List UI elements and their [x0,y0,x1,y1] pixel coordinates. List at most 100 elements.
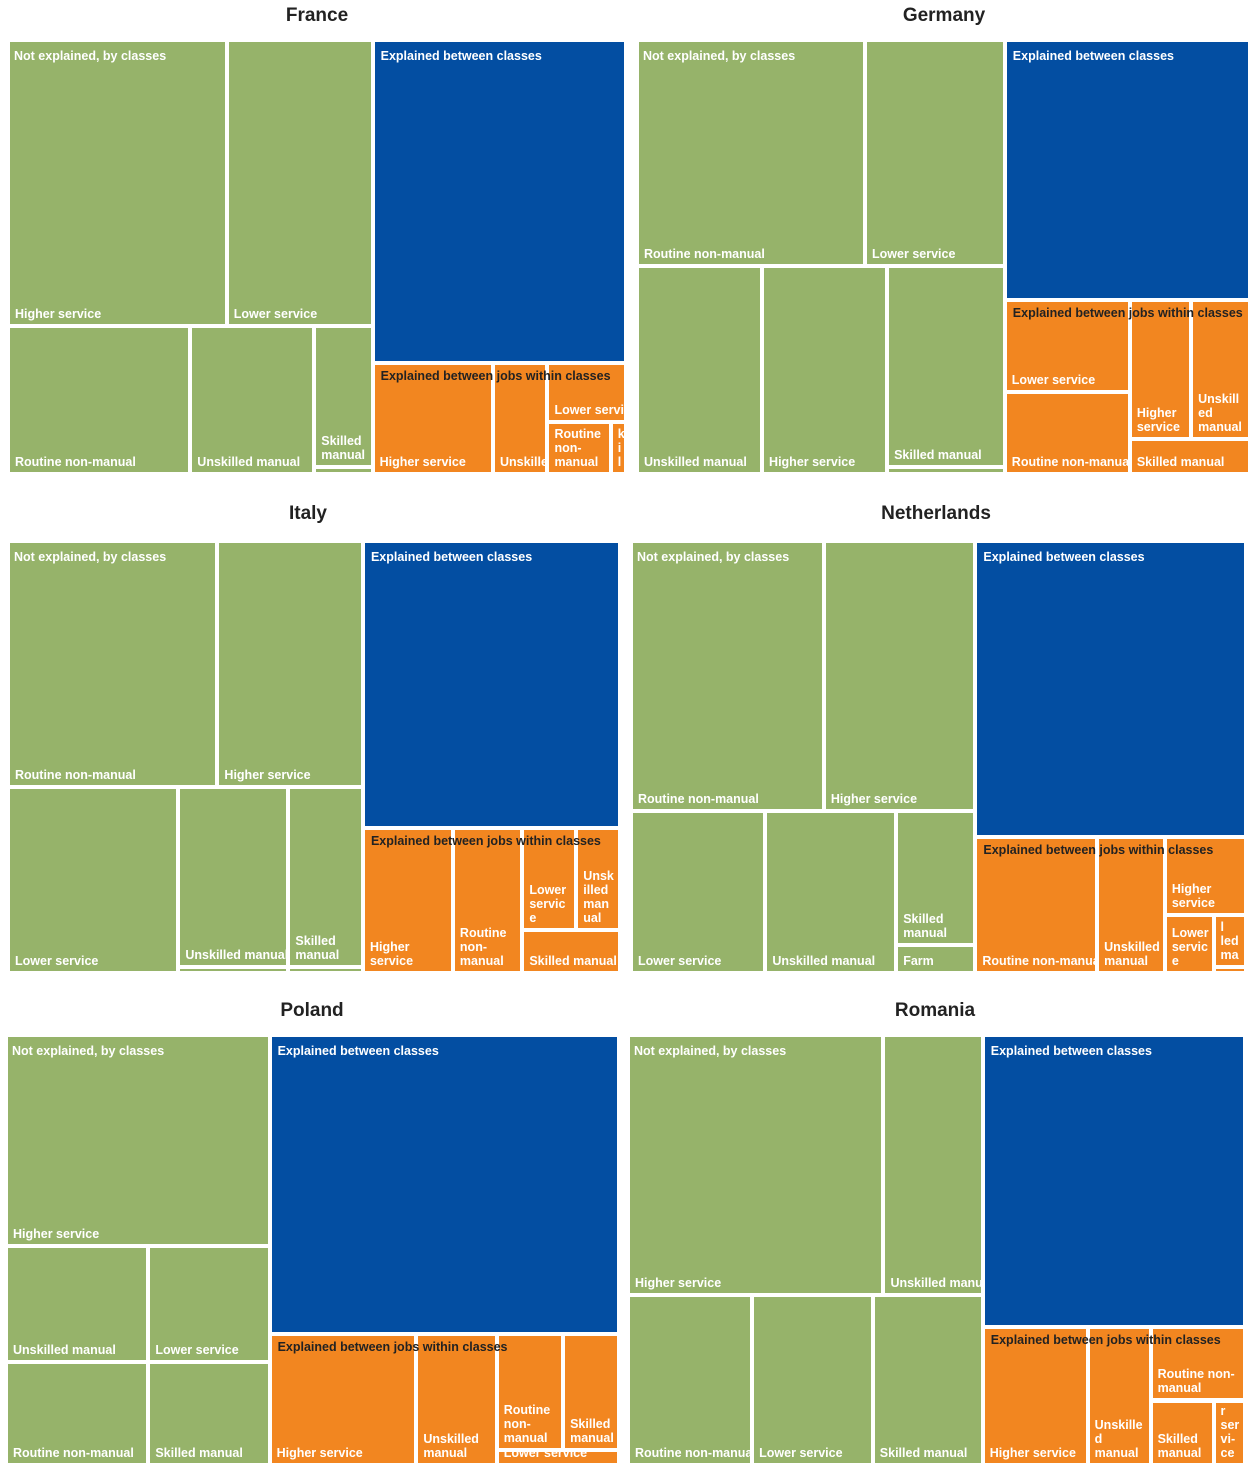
tile-label: Unskilled manual [583,868,614,925]
tile-label: Routine non-manual [1011,454,1130,469]
tile-label: Unskilled manual [772,954,876,968]
tile-label: Skilled manual [295,933,340,962]
tile-within-higher-service: Higher service [269,1333,417,1465]
tile-label: Higher service [769,454,856,469]
tile-within-blank [1213,966,1246,973]
tile-label: Routine non-manual [459,925,507,968]
tile-within-unskilled-manual: Unskilled manual [1191,300,1250,440]
tile-label: Higher service [369,939,414,968]
tile-within-routine-non-manual: Routine non-manual [496,1333,564,1450]
tile-within-unskilled-manual: Unskilled manual [416,1333,497,1465]
chart-title-france: France [285,5,349,26]
tile-not-explained-skilled-manual: Skilled manual [148,1361,270,1465]
tile-label: Lower servi-ce [1220,1402,1240,1460]
tile-label: Skilled manual [903,911,947,940]
tile-within-routine-non-manual: Routine non-manual [547,421,611,474]
tile-not-explained-lower-service: Lower service [752,1295,873,1465]
tile-label: Lower service [155,1342,239,1357]
tile-within-routine-non-manual: Routine non-manual [452,828,523,973]
tile-within-unskilled-manual: Unskilled manual [576,828,620,930]
tile-label: Routine non-manual [503,1402,551,1445]
tile-within-skilled-manual: Skilled manual [522,929,620,973]
tile-label: Higher service [13,1226,100,1241]
tile-label: Routine non-manual [15,768,136,783]
tile-label: Unskilled manual [1094,1417,1143,1460]
tile-not-explained-routine-non-manual: Routine non-manual [8,541,218,788]
tile-not-explained-lower-service: Lower service [631,811,766,973]
tile-label: Higher service [1136,406,1180,435]
tile-not-explained-skilled-manual: Skilled manual [887,265,1005,468]
tile-not-explained-higher-service: Higher service [217,541,363,788]
tile-not-explained-skilled-manual: Skilled manual [288,787,363,967]
tile-label: Unskilled manual [197,454,301,469]
tile-label: Unskilled manual [890,1276,983,1291]
tile-label: Lower service [872,246,956,261]
tile-not-explained-skilled-manual: Skilled manual [872,1295,983,1465]
tile-within-routine-non-manual: Routine non-manual [1150,1327,1245,1401]
tile-not-explained-higher-service: Higher service [762,265,888,474]
tile-not-explained-skilled-manual: Skilled manual [896,811,976,945]
tile-label: Farm [903,953,934,968]
tile-not-explained-blank [887,467,1005,474]
tile-label: Routine non-manual [635,1445,753,1460]
tile-label: Unskilled manual [1104,939,1160,968]
tile-label: Lower service [15,953,99,968]
tile-label: Higher service [15,307,102,322]
tile-not-explained-routine-non-manual: Routine non-manual [8,326,191,474]
tile-within-lower-service: Lower service [1164,914,1214,973]
tile-within-higher-service: Higher service [1129,300,1192,440]
tile-not-explained-routine-non-manual: Routine non-manual [631,541,824,811]
tile-label: Unskilled manual [185,947,289,962]
tile-label: Routine non-manual [13,1445,134,1460]
tile-label: Lower service [638,954,722,968]
tile-not-explained-farm: Farm [896,944,976,973]
tile-not-explained-unskilled-manual: Unskilled manual [637,265,763,474]
tile-within-skilled-manual: Skilled manual [1150,1400,1214,1465]
tile-explained-between-classes [269,1035,619,1334]
tile-label: Skilled manual [1157,1432,1202,1460]
tile-label: Routine non-manual [644,246,765,261]
tile-within-lower-service: Lower service [496,1449,619,1465]
tile-label: Lower service [503,1449,588,1460]
chart-title-poland: Poland [280,1000,344,1021]
tile-label: Skilled manual [570,1416,614,1445]
tile-not-explained-lower-service: Lower service [8,787,179,973]
tile-not-explained-skilled-manual: Skilled manual [314,326,373,468]
tile-not-explained-unskilled-manual: Unskilled manual [190,326,315,474]
tile-not-explained-lower-service: Lower service [148,1245,270,1362]
tile-within-skilled-manual: Skilled manual [1129,439,1250,474]
tile-explained-between-classes [982,1035,1245,1328]
tile-not-explained-blank [314,467,373,474]
tile-within-lower-service: Lower service [1004,300,1130,392]
tile-label: Skilled manual [529,953,617,968]
tile-within-higher-service: Higher service [982,1327,1088,1465]
chart-title-romania: Romania [894,1000,976,1021]
tile-label: Unskilled manual [499,454,548,469]
tile-label: Lower service [233,307,318,322]
tile-within-skil: Skil [610,421,626,474]
tile-not-explained-higher-service: Higher service [628,1035,884,1296]
tile-within-higher-service: Higher service [1164,836,1246,915]
tile-label: Higher service [830,792,918,806]
chart-title-netherlands: Netherlands [881,503,991,524]
tile-not-explained-routine-non-manual: Routine non-manual [6,1361,149,1465]
tile-label: Higher service [276,1445,363,1460]
tile-explained-between-classes [975,541,1246,837]
tile-label: Routine non-manual [638,792,759,806]
chart-title-germany: Germany [902,5,986,26]
tile-label: Routine non-manual [982,953,1098,968]
tile-label: Higher service [989,1445,1076,1460]
tile-not-explained-blank [288,966,363,973]
tile-within-lower-servi-ce: Lower servi-ce [1213,1400,1245,1465]
chart-title-italy: Italy [288,503,328,524]
tile-label: Skil [617,424,625,469]
tile-within-skil-led-ma: Skil led ma [1213,914,1246,967]
tile-within-unskilled-manual: Unskilled manual [492,363,548,474]
tile-not-explained-unskilled-manual: Unskilled manual [6,1245,149,1362]
tile-label: Higher service [379,454,466,469]
tile-explained-between-classes [1004,40,1250,301]
tile-label: Unskilled manual [423,1431,479,1460]
tile-label: Skilled manual [1136,454,1225,469]
tile-within-higher-service: Higher service [372,363,493,474]
tile-label: Routine non-manual [1157,1367,1235,1396]
